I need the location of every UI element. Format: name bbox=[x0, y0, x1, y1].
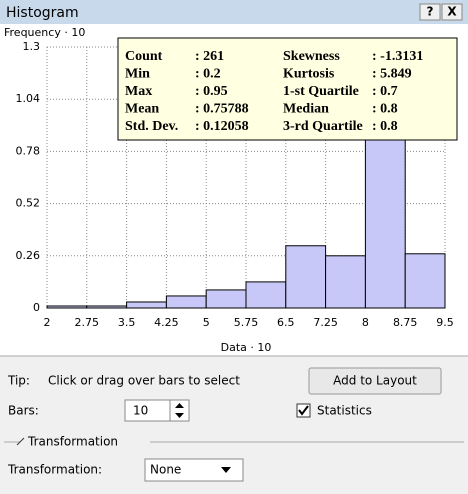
statistics-panel bbox=[117, 37, 458, 141]
statistics-label[interactable]: Statistics bbox=[317, 404, 372, 418]
stat-value: : 261 bbox=[195, 49, 224, 64]
x-tick-label: 5.75 bbox=[234, 316, 259, 329]
group-icon bbox=[16, 437, 25, 446]
y-tick-label: 0 bbox=[33, 301, 40, 314]
y-tick-label: 0.26 bbox=[16, 249, 41, 262]
window-title: Histogram bbox=[6, 5, 79, 21]
stat-value: : 0.8 bbox=[372, 119, 398, 134]
y-axis-label: Frequency · 10 bbox=[4, 26, 85, 39]
x-tick-label: 7.25 bbox=[313, 316, 338, 329]
stat-name: Max bbox=[125, 84, 152, 99]
bar[interactable] bbox=[165, 295, 207, 309]
title-bar bbox=[0, 0, 468, 24]
transformation-label: Transformation: bbox=[7, 463, 102, 477]
bars-spinner[interactable] bbox=[124, 399, 190, 422]
stat-value: : -1.3131 bbox=[372, 49, 423, 64]
spin-up[interactable] bbox=[175, 403, 184, 408]
stat-name: Median bbox=[283, 102, 329, 117]
stat-name: Mean bbox=[125, 102, 159, 117]
stat-name: Std. Dev. bbox=[125, 119, 178, 134]
bar[interactable] bbox=[325, 255, 366, 309]
add-to-layout-button[interactable] bbox=[308, 367, 442, 395]
combo-arrow[interactable] bbox=[221, 467, 231, 473]
stat-value: : 0.2 bbox=[195, 67, 221, 82]
help-button[interactable] bbox=[419, 3, 441, 21]
x-tick-label: 2 bbox=[44, 316, 51, 329]
y-tick-label: 1.3 bbox=[23, 40, 41, 53]
bar[interactable] bbox=[245, 281, 287, 309]
x-tick-label: 5 bbox=[203, 316, 210, 329]
stat-value: : 0.12058 bbox=[195, 119, 249, 134]
stat-value: : 0.95 bbox=[195, 84, 228, 99]
stat-value: : 0.7 bbox=[372, 84, 398, 99]
tip-text: Click or drag over bars to select bbox=[48, 374, 240, 388]
stat-value: : 0.8 bbox=[372, 102, 398, 117]
transformation-value[interactable]: None bbox=[150, 463, 181, 477]
stat-value: : 5.849 bbox=[372, 67, 412, 82]
x-axis-label: Data · 10 bbox=[221, 341, 272, 354]
tip-label: Tip: bbox=[7, 374, 30, 388]
stat-name: Count bbox=[125, 49, 163, 64]
stat-value: : 0.75788 bbox=[195, 102, 249, 117]
bar[interactable] bbox=[285, 245, 327, 309]
close-button[interactable] bbox=[441, 3, 463, 21]
y-tick-label: 0.52 bbox=[16, 197, 41, 210]
x-tick-label: 3.5 bbox=[118, 316, 136, 329]
transformation-combo[interactable] bbox=[144, 458, 244, 482]
group-title: Transformation bbox=[27, 435, 118, 449]
bar[interactable] bbox=[205, 289, 247, 309]
stat-name: 3-rd Quartile bbox=[283, 119, 363, 134]
stat-name: Kurtosis bbox=[283, 67, 335, 82]
stat-name: Skewness bbox=[283, 49, 340, 64]
bar[interactable] bbox=[404, 253, 446, 309]
x-tick-label: 8 bbox=[362, 316, 369, 329]
help-label[interactable]: ? bbox=[427, 5, 434, 19]
stat-name: Min bbox=[125, 67, 150, 82]
y-tick-label: 1.04 bbox=[16, 92, 41, 105]
statistics-box: Count : 261 Skewness : -1.3131 Min : 0.2 Kurto… bbox=[117, 37, 458, 141]
stat-name: 1-st Quartile bbox=[283, 84, 359, 99]
add-to-layout-label[interactable]: Add to Layout bbox=[333, 374, 417, 388]
y-tick-label: 0.78 bbox=[16, 144, 41, 157]
x-tick-label: 6.5 bbox=[277, 316, 295, 329]
bar[interactable] bbox=[126, 301, 167, 309]
x-tick-label: 4.25 bbox=[154, 316, 179, 329]
x-tick-label: 8.75 bbox=[393, 316, 418, 329]
close-label[interactable]: X bbox=[447, 5, 457, 19]
bars-label: Bars: bbox=[8, 404, 39, 418]
x-tick-label: 2.75 bbox=[75, 316, 100, 329]
bars-value[interactable]: 10 bbox=[133, 404, 148, 418]
check-mark bbox=[298, 405, 309, 416]
x-tick-label: 9.5 bbox=[436, 316, 454, 329]
spin-down[interactable] bbox=[175, 413, 184, 418]
